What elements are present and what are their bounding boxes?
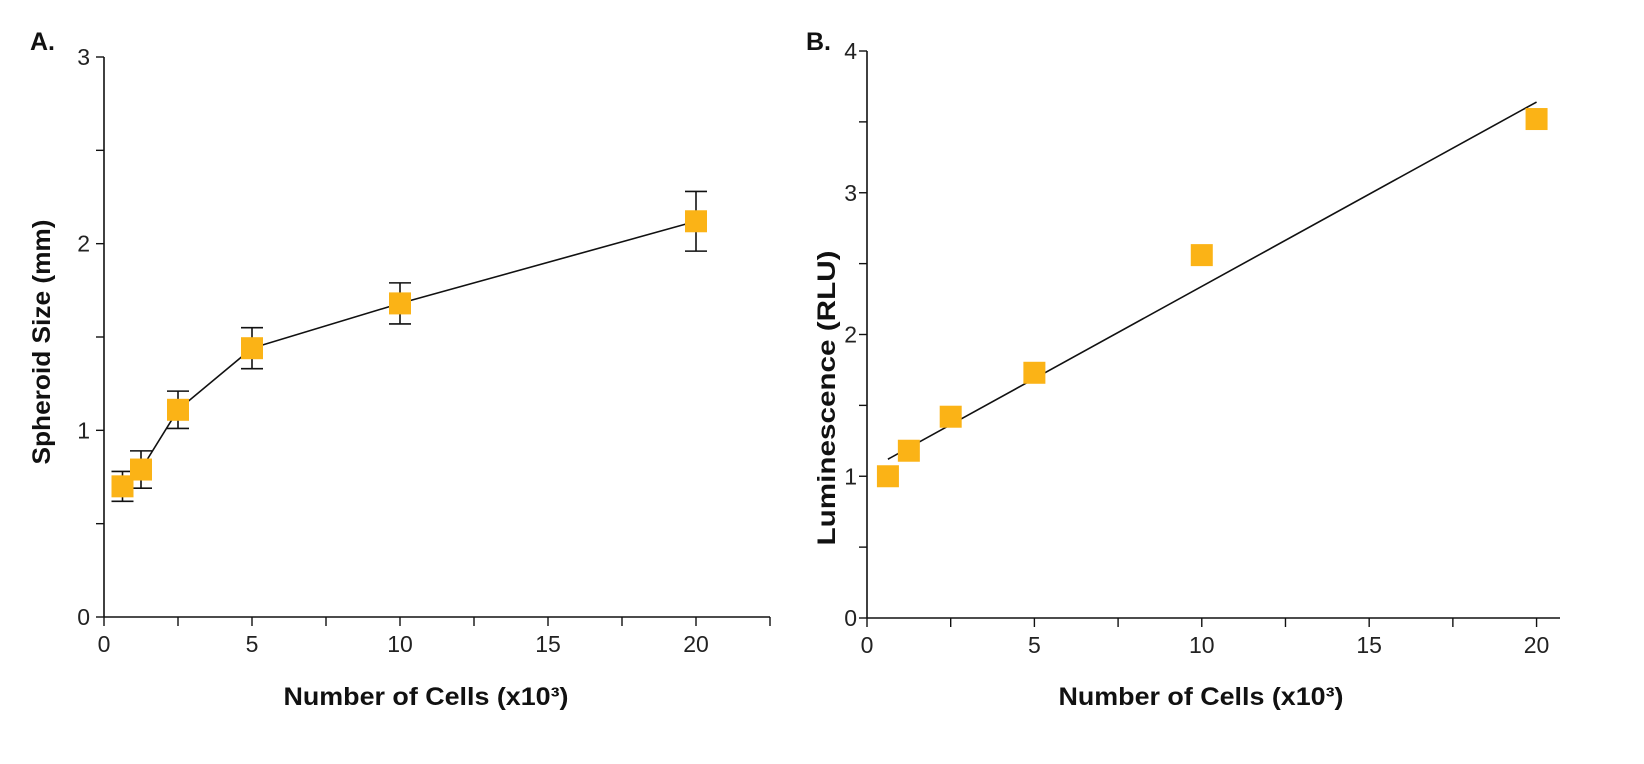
panel-a-x-tick-label: 0 (98, 631, 111, 657)
panel-b-x-tick-label: 15 (1356, 632, 1382, 658)
panel-a-data-point (685, 210, 707, 233)
panel-a: A. Number of Cells (x10³) Spheroid Size … (28, 28, 771, 711)
panel-b-x-tick-label: 20 (1524, 632, 1550, 658)
panel-a-y-tick-label: 2 (77, 231, 90, 257)
panel-b-y-title: Luminescence (RLU) (813, 251, 841, 546)
panel-a-data-point (241, 337, 263, 360)
panel-b-y-tick-label: 3 (844, 180, 857, 206)
panel-b-x-tick-label: 5 (1028, 632, 1041, 658)
panel-b-x-tick-label: 0 (861, 632, 874, 658)
panel-a-y-tick-label: 0 (77, 604, 90, 630)
panel-b-data-point (1525, 108, 1548, 131)
panel-b-x-title: Number of Cells (x10³) (1059, 683, 1344, 711)
panel-a-x-title: Number of Cells (x10³) (284, 683, 569, 711)
panel-b-trendline (887, 101, 1537, 460)
panel-a-y-tick-label: 1 (77, 417, 90, 443)
panel-a-x-tick-label: 5 (246, 631, 259, 657)
panel-a-x-tick-label: 15 (535, 631, 561, 657)
panel-a-label: A. (30, 28, 55, 56)
panel-b-y-tick-label: 1 (844, 463, 857, 489)
panel-a-data-point (167, 398, 189, 421)
panel-b-y-tick-label: 2 (844, 322, 857, 348)
panel-a-data-point (389, 292, 411, 315)
panel-b: B. Number of Cells (x10³) Luminescence (… (806, 28, 1560, 711)
panel-b-data-point (897, 439, 920, 462)
panel-b-data-point (1023, 361, 1046, 384)
panel-b-x-tick-label: 10 (1189, 632, 1215, 658)
panel-a-y-title: Spheroid Size (mm) (28, 220, 56, 465)
panel-b-y-tick-label: 4 (844, 38, 857, 64)
panel-a-series-line (121, 220, 697, 487)
panel-a-x-tick-label: 20 (683, 631, 709, 657)
panel-a-data-point (111, 475, 134, 498)
panel-b-y-tick-label: 0 (844, 605, 857, 631)
panel-b-data-point (939, 405, 962, 428)
panel-a-data-point (130, 458, 152, 481)
panel-b-data-point (876, 465, 899, 488)
panel-b-label: B. (806, 28, 831, 56)
panel-a-x-tick-label: 10 (387, 631, 413, 657)
panel-b-data-point (1190, 244, 1213, 267)
panel-a-y-tick-label: 3 (77, 44, 90, 70)
